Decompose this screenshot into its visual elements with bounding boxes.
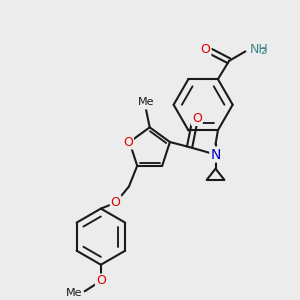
Text: 2: 2 [261, 47, 266, 56]
Text: O: O [201, 43, 210, 56]
Text: O: O [111, 196, 121, 209]
Text: O: O [96, 274, 106, 287]
Text: Me: Me [66, 288, 82, 298]
Text: NH: NH [250, 43, 268, 56]
Text: Me: Me [138, 97, 154, 107]
Text: O: O [192, 112, 202, 125]
Text: N: N [210, 148, 221, 161]
Text: O: O [123, 136, 133, 148]
